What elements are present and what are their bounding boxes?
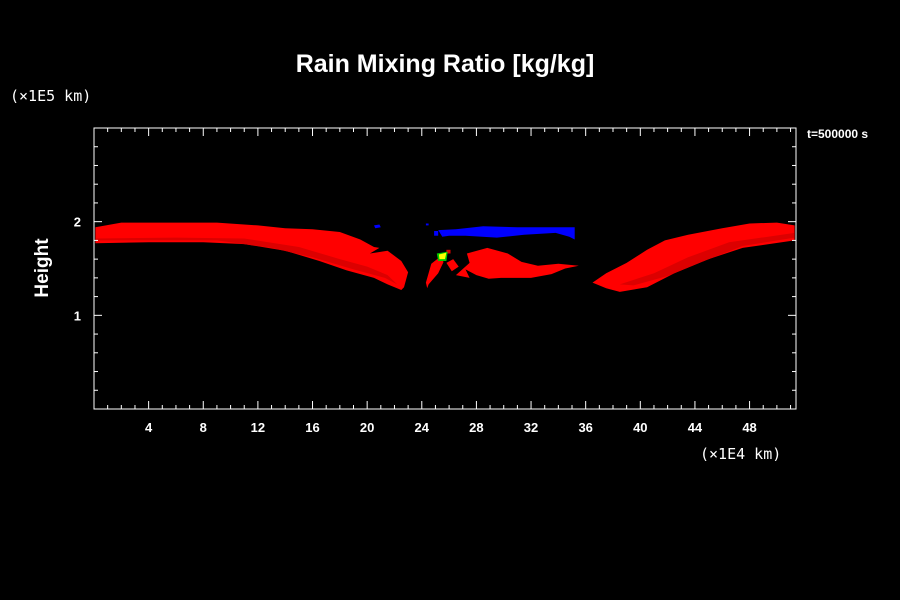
chart-title: Rain Mixing Ratio [kg/kg] [296, 50, 595, 78]
x-tick-label: 20 [360, 420, 374, 435]
x-tick-label: 12 [251, 420, 265, 435]
region-yellow-13 [438, 252, 447, 260]
plot-frame [93, 127, 797, 410]
region-red-3 [455, 247, 579, 279]
region-dark_red-5 [95, 237, 398, 285]
x-tick-label: 8 [200, 420, 207, 435]
region-red-1 [425, 257, 444, 289]
x-tick-label: 48 [742, 420, 756, 435]
x-tick-label: 44 [688, 420, 703, 435]
x-tick-label: 32 [524, 420, 538, 435]
x-tick-label: 4 [145, 420, 153, 435]
region-red-2 [446, 259, 459, 272]
y-unit-label: (×1E5 km) [10, 87, 91, 105]
region-blue-7 [438, 226, 575, 240]
x-tick-label: 40 [633, 420, 647, 435]
x-tick-label: 28 [469, 420, 483, 435]
x-unit-label: (×1E4 km) [700, 445, 781, 463]
x-tick-label: 16 [305, 420, 319, 435]
y-tick-label: 1 [74, 308, 81, 323]
region-blue-10 [434, 231, 439, 236]
y-axis-label: Height [32, 238, 53, 298]
region-blue-9 [425, 223, 429, 226]
y-tick-label: 2 [74, 215, 81, 230]
region-dark_red-6 [619, 232, 795, 286]
time-label: t=500000 s [807, 127, 868, 141]
region-blue-8 [374, 224, 381, 229]
data-regions [95, 222, 795, 292]
x-tick-label: 24 [415, 420, 430, 435]
x-tick-label: 36 [578, 420, 592, 435]
